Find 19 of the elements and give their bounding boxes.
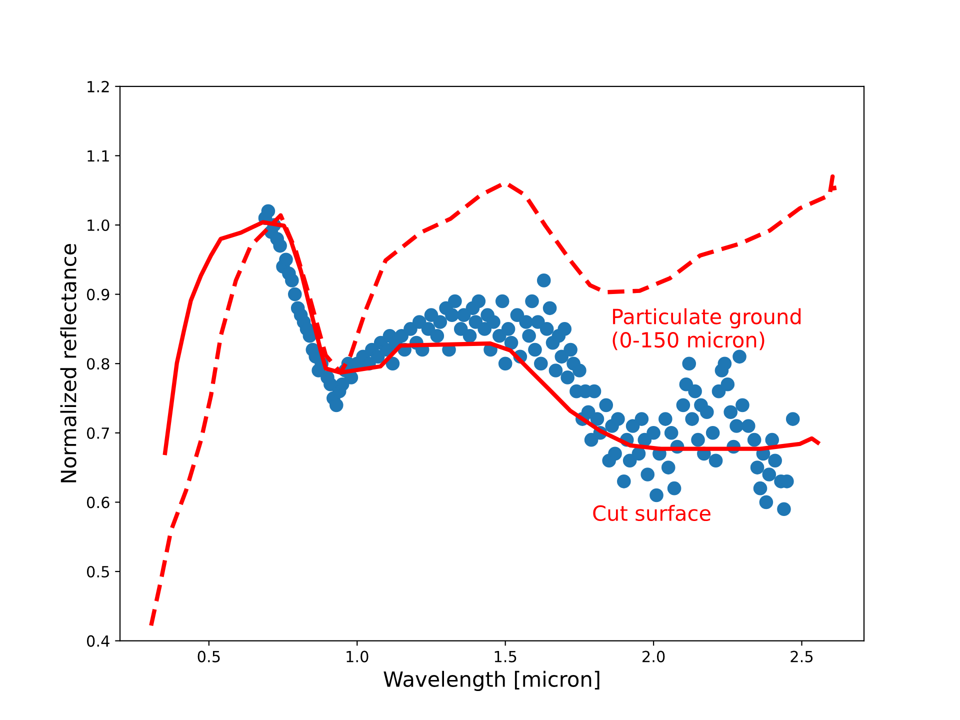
- annotation: Cut surface: [593, 504, 710, 522]
- y-tick-label: 0.7: [86, 427, 109, 439]
- x-tick-label: 0.5: [198, 650, 220, 662]
- x-tick-label: 2.0: [642, 650, 665, 662]
- x-tick-label: 1.0: [346, 650, 368, 662]
- x-tick-label: 2.5: [790, 650, 813, 662]
- y-tick-label: 0.4: [86, 635, 110, 647]
- line-series: [149, 174, 837, 628]
- y-tick-label: 1.2: [88, 80, 109, 92]
- x-axis-title: Wavelength [micron]: [384, 670, 600, 692]
- y-tick-label: 0.6: [86, 496, 110, 508]
- y-tick-label: 0.9: [86, 288, 110, 300]
- y-axis-title: Normalized reflectance: [60, 244, 76, 482]
- y-tick-label: 1.0: [88, 219, 110, 232]
- y-tick-label: 1.1: [88, 150, 109, 162]
- y-tick-label: 0.5: [86, 566, 109, 578]
- annotation: Particulate ground (0-150 micron): [612, 308, 801, 350]
- y-tick-label: 0.8: [86, 358, 110, 370]
- x-tick-label: 1.5: [494, 650, 516, 662]
